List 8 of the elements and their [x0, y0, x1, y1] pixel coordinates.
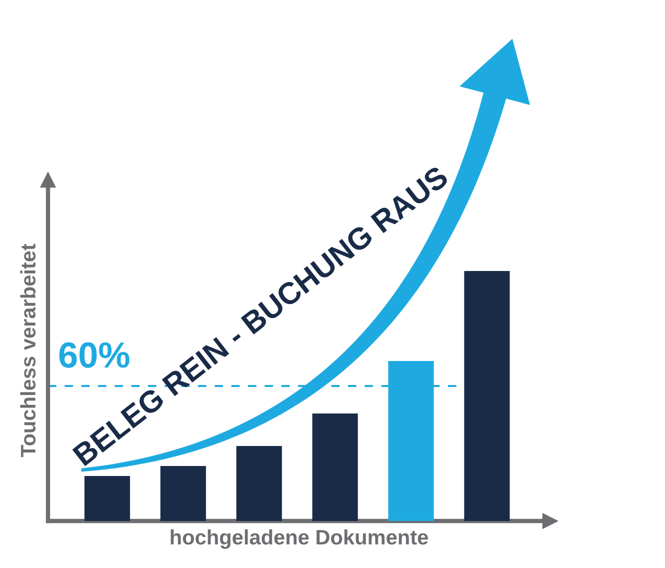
bar	[312, 414, 358, 521]
x-axis-title: hochgeladene Dokumente	[170, 529, 428, 549]
y-axis-title: Touchless verarbeitet	[20, 244, 36, 458]
bar	[236, 446, 282, 521]
bar	[464, 271, 510, 521]
bar	[160, 466, 206, 521]
bar	[84, 476, 130, 521]
annotation: 60%	[59, 342, 130, 368]
